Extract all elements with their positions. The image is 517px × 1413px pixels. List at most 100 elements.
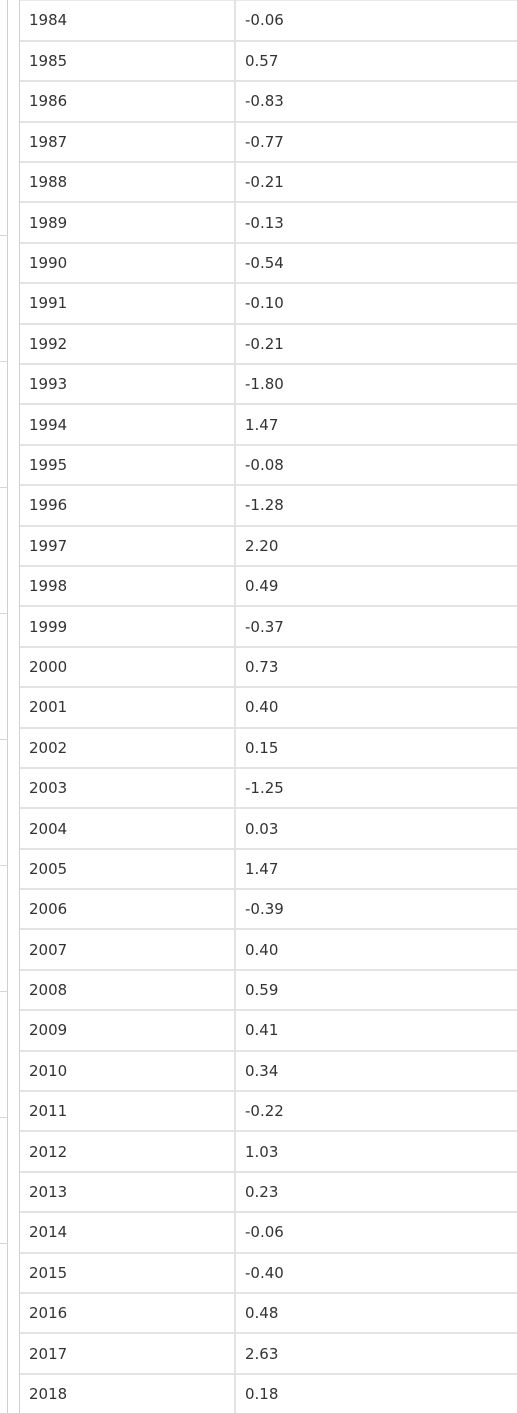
value-cell: 0.57	[235, 40, 517, 83]
year-cell: 2018	[20, 1373, 236, 1413]
table-row: 2011 -0.22	[20, 1091, 517, 1133]
table-row: 1993 -1.80	[20, 364, 517, 406]
table-row: 2006 -0.39	[20, 889, 517, 931]
year-cell: 2012	[20, 1131, 236, 1173]
year-cell: 1993	[20, 364, 236, 406]
table-row: 1990 -0.54	[20, 242, 517, 285]
year-cell: 1995	[20, 444, 236, 487]
value-cell: -0.06	[235, 0, 517, 42]
table-row: 1992 -0.21	[20, 323, 517, 366]
rail-divider	[0, 865, 8, 866]
value-cell: 0.18	[235, 1373, 517, 1413]
table-row: 1995 -0.08	[20, 444, 517, 487]
year-cell: 1986	[20, 81, 236, 123]
table-row: 2012 1.03	[20, 1131, 517, 1173]
table-row: 1998 0.49	[20, 565, 517, 608]
rail-divider	[0, 991, 8, 992]
year-cell: 1985	[20, 40, 236, 83]
value-cell: 0.41	[235, 1010, 517, 1052]
value-cell: 0.34	[235, 1050, 517, 1093]
value-cell: 2.63	[235, 1333, 517, 1375]
year-cell: 2011	[20, 1091, 236, 1133]
value-cell: -0.08	[235, 444, 517, 487]
value-cell: 0.49	[235, 565, 517, 608]
table-row: 1989 -0.13	[20, 202, 517, 244]
rail-divider	[0, 1117, 8, 1118]
year-cell: 2010	[20, 1050, 236, 1093]
year-cell: 2017	[20, 1333, 236, 1375]
value-cell: 0.40	[235, 929, 517, 971]
year-cell: 1998	[20, 565, 236, 608]
table-row: 2013 0.23	[20, 1171, 517, 1214]
data-table-container: 1984 -0.06 1985 0.57 1986 -0.83 1987 -0.77 1988-…	[19, 0, 517, 1413]
value-cell: -0.37	[235, 606, 517, 648]
value-cell: 2.20	[235, 525, 517, 567]
year-cell: 2009	[20, 1010, 236, 1052]
table-row: 2017 2.63	[20, 1333, 517, 1375]
table-row: 2018 0.18	[20, 1373, 517, 1413]
table-row: 1996 -1.28	[20, 485, 517, 527]
year-cell: 1994	[20, 404, 236, 446]
year-cell: 1999	[20, 606, 236, 648]
value-cell: 1.47	[235, 848, 517, 891]
table-row: 1999 -0.37	[20, 606, 517, 648]
table-row: 2004 0.03	[20, 808, 517, 850]
year-cell: 1988	[20, 162, 236, 204]
value-cell: -0.10	[235, 283, 517, 325]
year-cell: 2008	[20, 969, 236, 1012]
table-row: 1988 -0.21	[20, 162, 517, 204]
rail-divider	[0, 361, 8, 362]
year-cell: 1987	[20, 121, 236, 164]
table-row: 1986 -0.83	[20, 81, 517, 123]
value-cell: -1.25	[235, 767, 517, 810]
value-cell: 0.23	[235, 1171, 517, 1214]
year-cell: 2004	[20, 808, 236, 850]
data-table: 1984 -0.06 1985 0.57 1986 -0.83 1987 -0.77 1988-…	[20, 0, 517, 1413]
table-row: 2014 -0.06	[20, 1212, 517, 1254]
table-row: 1987 -0.77	[20, 121, 517, 164]
table-row: 2008 0.59	[20, 969, 517, 1012]
table-row: 2002 0.15	[20, 727, 517, 769]
year-cell: 1984	[20, 0, 236, 42]
rail-divider	[0, 613, 8, 614]
table-row: 2003 -1.25	[20, 767, 517, 810]
value-cell: -0.21	[235, 323, 517, 366]
rail-divider	[0, 1243, 8, 1244]
table-row: 2001 0.40	[20, 687, 517, 729]
value-cell: -0.21	[235, 162, 517, 204]
year-cell: 2001	[20, 687, 236, 729]
value-cell: 0.59	[235, 969, 517, 1012]
table-row: 2007 0.40	[20, 929, 517, 971]
value-cell: -0.40	[235, 1252, 517, 1295]
value-cell: -1.80	[235, 364, 517, 406]
value-cell: -1.28	[235, 485, 517, 527]
year-cell: 2002	[20, 727, 236, 769]
value-cell: 0.15	[235, 727, 517, 769]
value-cell: 1.47	[235, 404, 517, 446]
table-row: 2005 1.47	[20, 848, 517, 891]
value-cell: -0.39	[235, 889, 517, 931]
table-row: 1991 -0.10	[20, 283, 517, 325]
year-cell: 2016	[20, 1293, 236, 1335]
value-cell: 1.03	[235, 1131, 517, 1173]
table-row: 1985 0.57	[20, 40, 517, 83]
year-cell: 1996	[20, 485, 236, 527]
value-cell: 0.48	[235, 1293, 517, 1335]
value-cell: -0.22	[235, 1091, 517, 1133]
table-row: 1994 1.47	[20, 404, 517, 446]
rail-divider	[0, 487, 8, 488]
year-cell: 2007	[20, 929, 236, 971]
year-cell: 1989	[20, 202, 236, 244]
table-row: 2009 0.41	[20, 1010, 517, 1052]
year-cell: 2006	[20, 889, 236, 931]
table-row: 2015 -0.40	[20, 1252, 517, 1295]
value-cell: 0.73	[235, 646, 517, 689]
value-cell: -0.06	[235, 1212, 517, 1254]
table-row: 1997 2.20	[20, 525, 517, 567]
year-cell: 2014	[20, 1212, 236, 1254]
value-cell: -0.77	[235, 121, 517, 164]
year-cell: 2003	[20, 767, 236, 810]
year-cell: 2000	[20, 646, 236, 689]
table-row: 2000 0.73	[20, 646, 517, 689]
value-cell: 0.03	[235, 808, 517, 850]
